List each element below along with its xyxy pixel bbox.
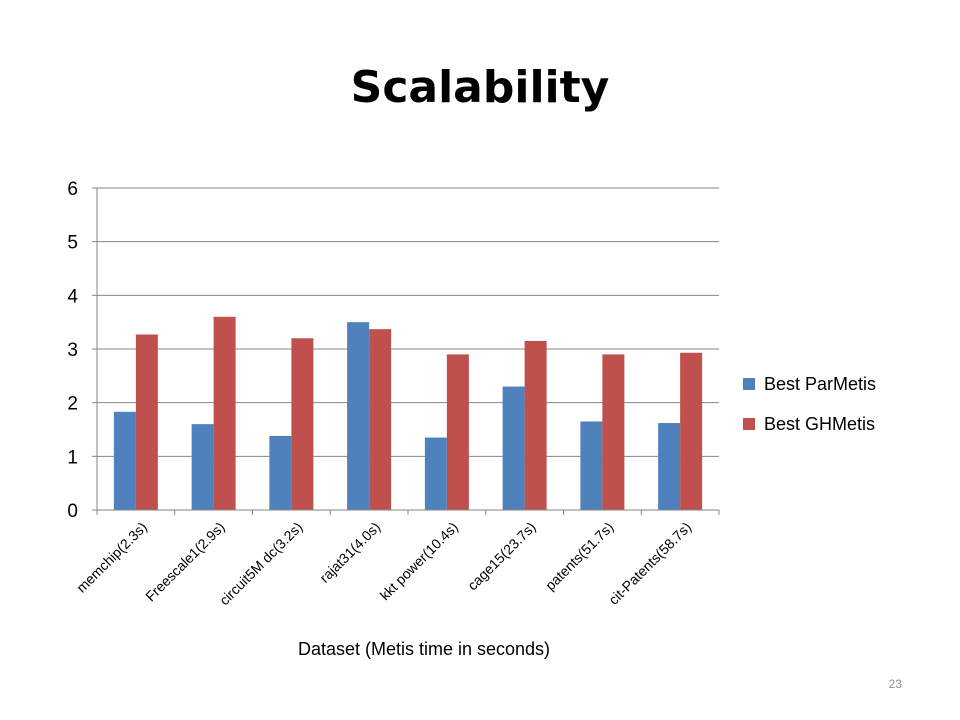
bar-parmetis-3 (347, 322, 370, 510)
x-tick-label: circuit5M dc(3.2s) (216, 519, 305, 608)
y-tick-label: 6 (67, 179, 78, 200)
bar-parmetis-6 (580, 421, 603, 510)
slide-title: Scalability (350, 62, 610, 113)
y-tick-label: 5 (67, 233, 78, 254)
bar-ghmetis-5 (524, 340, 547, 510)
legend: Best ParMetis Best GHMetis (743, 374, 876, 434)
bar-ghmetis-3 (369, 329, 392, 510)
x-tick-label: memchip(2.3s) (73, 519, 150, 596)
page-number: 23 (888, 677, 902, 691)
legend-label-parmetis: Best ParMetis (764, 374, 876, 394)
gridlines (92, 187, 720, 515)
x-tick-label: rajat31(4.0s) (316, 519, 383, 586)
legend-label-ghmetis: Best GHMetis (764, 414, 875, 434)
bar-parmetis-4 (424, 437, 447, 510)
bars (113, 316, 703, 510)
bar-ghmetis-2 (291, 338, 314, 510)
y-tick-label: 3 (67, 340, 78, 361)
y-tick-label: 1 (67, 447, 78, 468)
x-tick-label: patents(51.7s) (542, 519, 617, 594)
x-axis-label: Dataset (Metis time in seconds) (298, 639, 550, 659)
bar-ghmetis-1 (213, 316, 236, 510)
y-tick-label: 4 (67, 286, 78, 307)
y-tick-label: 0 (67, 501, 78, 522)
y-tick-label: 2 (67, 394, 78, 415)
bar-ghmetis-7 (680, 352, 703, 510)
legend-swatch-ghmetis (743, 418, 755, 430)
x-tick-label: Freescale1(2.9s) (142, 519, 228, 605)
x-tick-label: cage15(23.7s) (464, 519, 539, 594)
x-tick-label: cit-Patents(58.7s) (605, 519, 694, 608)
bar-ghmetis-0 (135, 334, 158, 510)
y-tick-labels: 0 1 2 3 4 5 6 (67, 179, 78, 522)
bar-ghmetis-6 (602, 354, 625, 510)
bar-parmetis-1 (191, 424, 214, 510)
bar-parmetis-7 (658, 423, 681, 510)
x-tick-labels: memchip(2.3s)Freescale1(2.9s)circuit5M d… (73, 519, 694, 608)
bar-ghmetis-4 (446, 354, 469, 510)
bar-parmetis-5 (502, 386, 525, 510)
legend-swatch-parmetis (743, 378, 755, 390)
bar-parmetis-0 (113, 411, 136, 510)
bar-parmetis-2 (269, 435, 292, 510)
x-tick-label: kkt power(10.4s) (377, 519, 461, 603)
